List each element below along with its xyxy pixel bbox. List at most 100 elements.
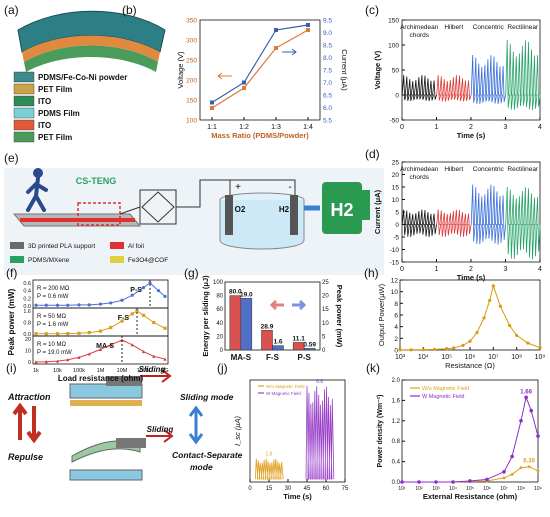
b-right-arrow-icon — [282, 48, 297, 56]
e-legend — [10, 242, 124, 263]
f-sub-2-point-0 — [34, 360, 38, 364]
h-frame — [399, 279, 541, 351]
electrolysis-cell — [219, 192, 305, 250]
f-sub-0-point-13 — [163, 294, 167, 299]
k-series-1-point-11 — [536, 434, 540, 438]
j-series-0-line — [254, 458, 284, 480]
sliding-label-top: Sliding — [139, 365, 166, 374]
attraction-label: Attraction — [7, 392, 51, 402]
b-series-0-point-0 — [210, 106, 214, 110]
f-sub-1-point-5 — [87, 330, 91, 335]
j-xtick-1: 15 — [266, 486, 273, 492]
c-ylabel: Voltage (V) — [373, 50, 382, 89]
f-sub-1-r-label: R = 50 MΩ — [37, 314, 67, 320]
h-ytick-6: 12 — [391, 278, 399, 285]
k-series-1-point-5 — [485, 477, 489, 482]
layer-legend: PDMS/Fe-Co-Ni powder PET Film ITO PDMS Film… — [13, 71, 127, 143]
b-xlabel: Mass Ratio (PDMS/Powder) — [211, 131, 309, 140]
g-xtick-label-2: P-S — [297, 353, 311, 362]
i-slider-top — [106, 376, 142, 386]
legend-al: Al foil — [128, 243, 144, 250]
k-series-0-point-6 — [502, 476, 506, 480]
pla-swatch — [10, 242, 24, 249]
walking-person-icon — [26, 168, 48, 212]
sliding-arrow-top-icon — [140, 369, 172, 383]
b-series-0-point-1 — [242, 86, 246, 90]
i-top-device — [69, 383, 143, 399]
d-series-2-line — [470, 184, 506, 245]
d-xtick-label-4: 4 — [538, 266, 542, 273]
panel-label-c: (c) — [365, 3, 379, 17]
legend-a-label-3: PDMS Film — [38, 109, 80, 118]
c-xlabel: Time (s) — [457, 131, 486, 140]
g-ytick-1: 20 — [216, 334, 223, 340]
f-sub-2-point-4 — [77, 355, 81, 359]
h-xtick-6: 10⁹ — [535, 354, 546, 361]
panel-label-f: (f) — [6, 266, 17, 280]
f-sub-0-name: P-S — [130, 287, 142, 294]
k-series-1-point-4 — [468, 479, 472, 483]
legend-a-label-4: ITO — [38, 121, 51, 130]
d-ytick-1: -10 — [390, 247, 400, 254]
b-y2tick-1: 6.0 — [323, 105, 332, 112]
legend-a-swatch-3 — [13, 107, 35, 119]
panel-a: PDMS/Fe-Co-Ni powder PET Film ITO PDMS Film… — [13, 10, 166, 143]
f-sub-1-point-11 — [141, 313, 146, 317]
b-series-1-line — [211, 24, 309, 104]
f-xtick-0: 1k — [33, 368, 39, 374]
c-ytick-3: 100 — [388, 43, 399, 50]
panel-label-a: (a) — [4, 3, 19, 17]
j-legend-label-0: W/o Magnetic Field — [266, 384, 305, 389]
h-point-6 — [461, 343, 465, 347]
j-legend-label-1: W Magnetic Field — [266, 391, 301, 396]
f-sub-1-point-12 — [152, 320, 156, 325]
f-sub-0-point-11 — [148, 281, 152, 285]
g-bar-1-0 — [240, 298, 253, 351]
g-y2tick-0: 0 — [322, 348, 326, 354]
c-series-3-line — [505, 39, 541, 111]
k-series-0-point-10 — [536, 468, 540, 473]
legend-a-label-1: PET Film — [38, 85, 72, 94]
legend-a-swatch-5 — [13, 131, 35, 143]
f-sub-0-point-12 — [156, 289, 161, 293]
k-series-0-point-9 — [527, 464, 531, 469]
j-ylabel: I_sc (μA) — [233, 416, 242, 446]
d-ytick-4: 5 — [395, 210, 399, 217]
g-left-arrow-icon — [269, 299, 284, 311]
f-xtick-2: 100k — [73, 368, 85, 374]
j-xtick-3: 45 — [304, 486, 311, 492]
d-ytick-6: 15 — [392, 185, 400, 192]
f-sub-0-point-4 — [77, 303, 81, 307]
h-point-5 — [452, 346, 456, 350]
g-xtick-label-0: MA-S — [231, 353, 252, 362]
f-sub-1-point-9 — [130, 312, 134, 316]
g-bar-label-0-1: 28.9 — [261, 323, 274, 330]
g-ytick-3: 60 — [216, 307, 223, 313]
k-ytick-3: 1.2 — [392, 419, 401, 425]
k-series-1-point-3 — [451, 480, 455, 484]
legend-a-swatch-1 — [13, 83, 35, 95]
b-xtick-label-2: 1:3 — [271, 124, 281, 131]
bridge-diode-icon — [141, 191, 175, 223]
f-sub-0-point-7 — [109, 301, 113, 305]
b-series-1-point-2 — [274, 28, 278, 32]
f-sub-0-p-label: P = 0.6 mW — [37, 294, 69, 300]
f-sub-1-point-8 — [120, 319, 124, 323]
i-slider-bottom — [116, 438, 146, 448]
h-point-2 — [421, 348, 425, 352]
g-ytick-4: 80 — [216, 294, 223, 300]
minus-label: - — [288, 182, 291, 193]
h-point-8 — [475, 330, 479, 335]
f-sub-0-point-3 — [66, 303, 70, 307]
h-ytick-0: 0 — [394, 348, 398, 355]
device-bottom-layer — [24, 45, 158, 72]
b-frame — [199, 19, 321, 121]
sliding-label-bottom: Sliding — [147, 425, 174, 434]
f-sub-2-frame — [32, 335, 169, 365]
f-xtick-1: 10k — [53, 368, 62, 374]
b-y2tick-5: 8.0 — [323, 55, 332, 62]
h-xtick-4: 10⁷ — [488, 354, 499, 361]
b-series-1-point-0 — [210, 100, 214, 105]
h-point-15 — [526, 341, 530, 345]
